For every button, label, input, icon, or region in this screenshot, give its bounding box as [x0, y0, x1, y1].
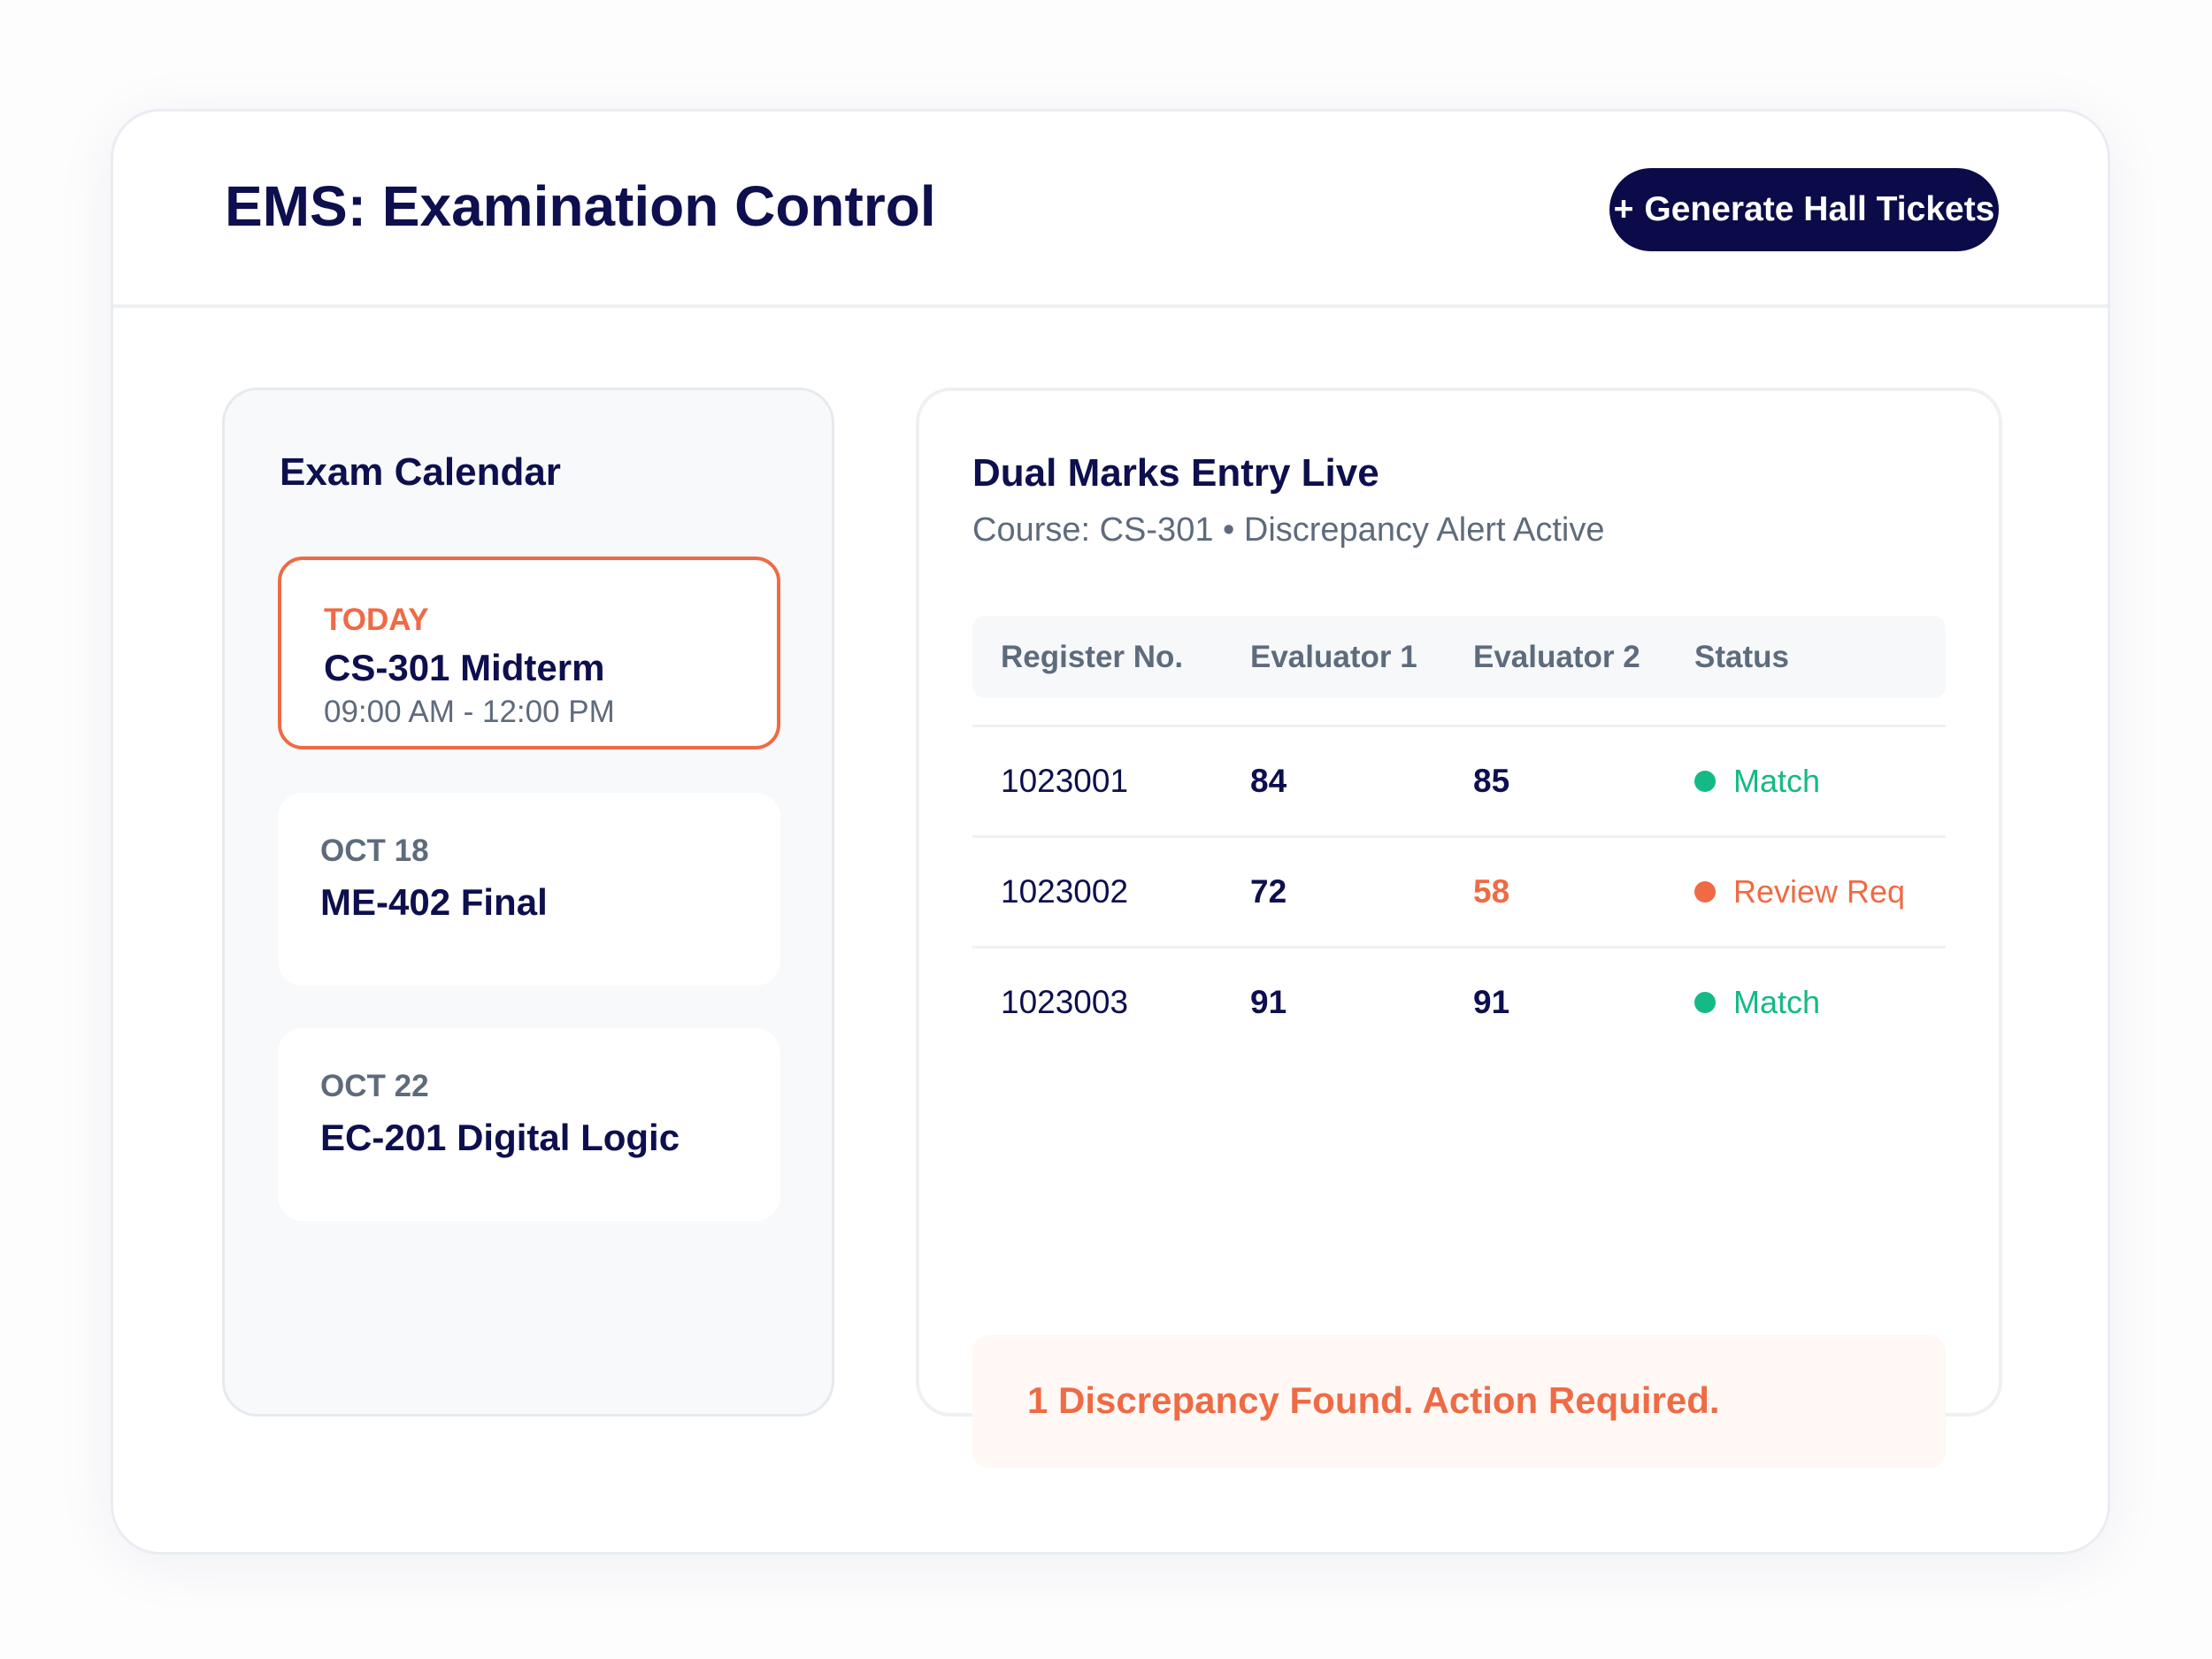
register-no-cell: 1023003: [1001, 984, 1129, 1020]
status-text: Review Req: [1733, 873, 1906, 910]
exam-name: ME-402 Final: [320, 881, 548, 923]
exam-card-ec-201-digital-logic[interactable]: OCT 22 EC-201 Digital Logic: [278, 1028, 780, 1221]
course-subtitle: Course: CS-301 • Discrepancy Alert Activ…: [972, 511, 1605, 549]
dual-marks-panel: Dual Marks Entry Live Course: CS-301 • D…: [916, 388, 2002, 1468]
status-cell: Match: [1666, 726, 1946, 838]
evaluator-1-score: 72: [1222, 836, 1445, 949]
evaluator-1-score: 91: [1250, 984, 1287, 1020]
evaluator-2-score: 58: [1445, 836, 1666, 949]
exam-name: EC-201 Digital Logic: [320, 1117, 680, 1158]
status-text: Match: [1733, 984, 1821, 1020]
column-header-evaluator-2: Evaluator 2: [1445, 616, 1666, 698]
table-row[interactable]: 1023002 72 58 Review Req: [972, 836, 1946, 949]
exam-time: 09:00 AM - 12:00 PM: [324, 695, 615, 729]
discrepancy-alert[interactable]: 1 Discrepancy Found. Action Required.: [972, 1335, 1946, 1468]
table-header-row: Register No. Evaluator 1 Evaluator 2 Sta…: [972, 616, 1946, 698]
table-row[interactable]: 1023003 91 91 Match: [972, 948, 1946, 1057]
status-badge: Match: [1694, 984, 1946, 1021]
status-cell: Match: [1666, 948, 1946, 1057]
evaluator-2-score: 85: [1445, 726, 1666, 838]
table-row[interactable]: 1023001 84 85 Match: [972, 726, 1946, 838]
column-header-evaluator-1: Evaluator 1: [1222, 616, 1445, 698]
register-no-cell: 1023001: [972, 726, 1222, 838]
generate-hall-tickets-button[interactable]: + Generate Hall Tickets: [1609, 168, 1999, 251]
status-dot-icon: [1694, 881, 1716, 902]
exam-card-me-402-final[interactable]: OCT 18 ME-402 Final: [278, 793, 780, 986]
exam-date: TODAY: [324, 603, 429, 637]
app-header: EMS: Examination Control + Generate Hall…: [113, 111, 2108, 308]
exam-date: OCT 18: [320, 833, 429, 868]
dual-marks-heading: Dual Marks Entry Live: [972, 451, 1379, 495]
status-dot-icon: [1694, 992, 1716, 1013]
plus-icon: +: [1613, 190, 1634, 228]
evaluator-1-score: 84: [1222, 726, 1445, 838]
page-title: EMS: Examination Control: [225, 174, 936, 238]
status-text: Match: [1733, 763, 1821, 799]
status-badge: Match: [1694, 763, 1946, 800]
table-spacer: [972, 698, 1946, 727]
exam-calendar-panel: Exam Calendar TODAY CS-301 Midterm 09:00…: [222, 388, 834, 1417]
status-badge: Review Req: [1694, 873, 1946, 910]
generate-hall-tickets-label: Generate Hall Tickets: [1644, 190, 1995, 228]
evaluator-2-score: 91: [1473, 984, 1510, 1020]
exam-date: OCT 22: [320, 1069, 429, 1103]
register-no-cell: 1023002: [972, 836, 1222, 949]
exam-name: CS-301 Midterm: [324, 647, 605, 688]
marks-table: Register No. Evaluator 1 Evaluator 2 Sta…: [972, 616, 1946, 1056]
status-cell: Review Req: [1666, 836, 1946, 949]
exam-card-cs-301-midterm[interactable]: TODAY CS-301 Midterm 09:00 AM - 12:00 PM: [278, 557, 780, 749]
column-header-register-no: Register No.: [972, 616, 1222, 698]
exam-calendar-heading: Exam Calendar: [280, 450, 561, 494]
status-dot-icon: [1694, 771, 1716, 792]
column-header-status: Status: [1666, 616, 1946, 698]
app-window: EMS: Examination Control + Generate Hall…: [111, 109, 2110, 1555]
discrepancy-alert-text: 1 Discrepancy Found. Action Required.: [1027, 1379, 1720, 1421]
